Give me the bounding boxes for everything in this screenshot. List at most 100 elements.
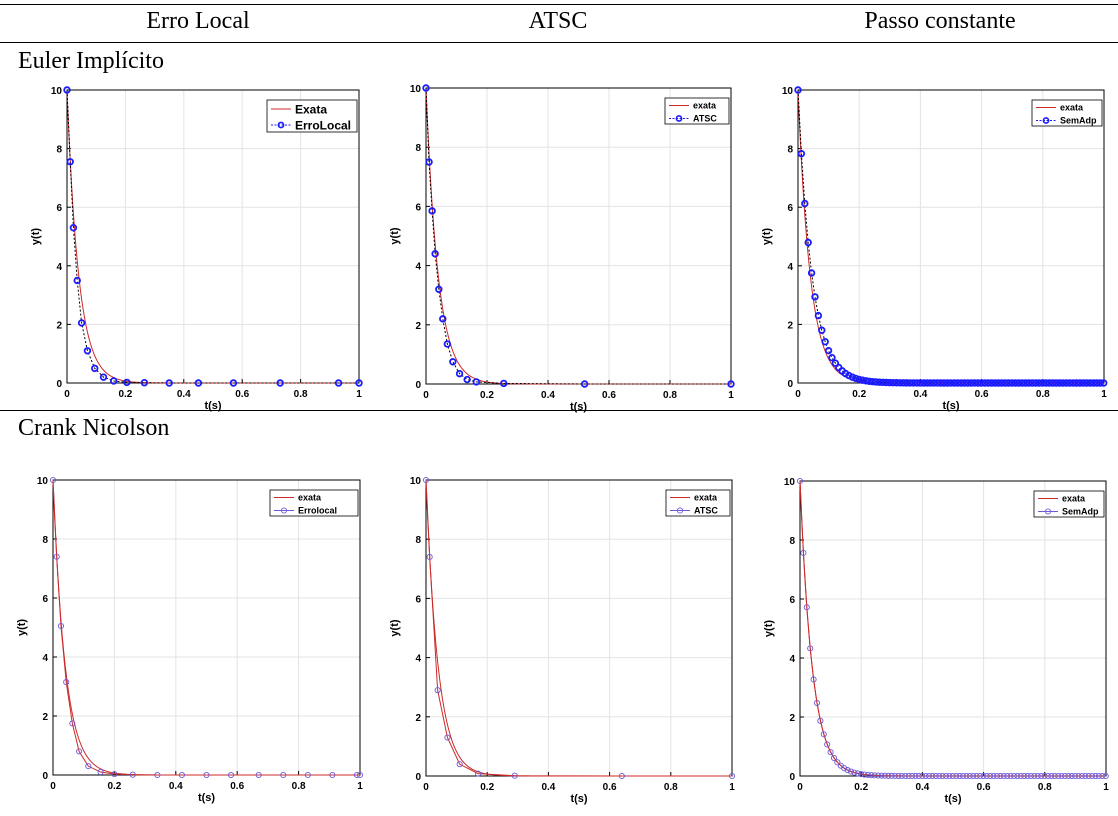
y-tick-label: 8	[415, 535, 421, 546]
legend-label: exata	[1062, 494, 1086, 504]
data-point	[875, 772, 882, 779]
data-point	[1089, 772, 1096, 780]
data-point	[511, 772, 518, 779]
data-point	[73, 276, 81, 285]
legend-series-marker	[676, 507, 684, 514]
numeric-series-line	[66, 89, 359, 384]
data-point	[49, 476, 57, 484]
data-point	[855, 375, 863, 384]
data-point	[861, 771, 868, 778]
plot-area	[800, 481, 1106, 776]
data-point	[807, 269, 816, 277]
x-tick-label: 0.8	[1036, 389, 1050, 400]
data-point	[472, 378, 481, 386]
data-point	[852, 374, 860, 383]
data-point	[1011, 379, 1020, 387]
x-tick-label: 0.6	[977, 782, 991, 793]
x-tick-label: 0.6	[602, 390, 616, 401]
y-tick-label: 4	[415, 654, 421, 665]
data-point	[824, 346, 833, 355]
data-point	[950, 379, 958, 387]
data-point	[896, 379, 904, 387]
legend-box	[665, 489, 731, 517]
y-tick-label: 2	[789, 713, 795, 724]
data-point	[858, 376, 867, 384]
y-tick-label: 10	[37, 476, 49, 487]
column-header-passo-constante: Passo constante	[864, 8, 1016, 34]
data-point	[1044, 772, 1052, 780]
y-tick-label: 8	[789, 536, 795, 547]
x-tick-label: 0	[797, 782, 803, 793]
data-point	[1017, 772, 1024, 780]
row-divider-rule	[0, 410, 1118, 411]
legend-series-marker	[1042, 117, 1050, 124]
data-point	[868, 772, 875, 779]
data-point	[334, 379, 343, 387]
data-point	[909, 772, 916, 780]
data-point	[869, 377, 877, 386]
legend-series-marker	[280, 507, 288, 514]
data-point	[57, 622, 65, 630]
data-point	[1102, 772, 1109, 780]
data-point	[886, 378, 894, 387]
y-tick-label: 10	[410, 476, 422, 487]
data-point	[898, 772, 905, 779]
y-tick-label: 6	[787, 203, 793, 214]
data-point	[1058, 772, 1065, 780]
data-point	[1083, 379, 1091, 387]
plot-area	[798, 90, 1104, 383]
legend-label: Exata	[295, 102, 327, 116]
x-tick-label: 0.2	[118, 389, 132, 400]
data-point	[915, 772, 922, 780]
data-point	[1089, 379, 1098, 387]
data-point	[1032, 379, 1040, 387]
x-tick-label: 0	[795, 389, 801, 400]
data-point	[906, 379, 914, 387]
data-point	[919, 772, 926, 780]
y-tick-label: 2	[415, 713, 421, 724]
data-point	[165, 379, 173, 387]
data-point	[947, 379, 955, 387]
x-tick-label: 1	[728, 390, 734, 401]
data-point	[817, 717, 824, 724]
data-point	[803, 604, 810, 611]
x-tick-label: 0.2	[107, 781, 121, 792]
y-axis-label: y(t)	[389, 227, 401, 244]
data-point	[1031, 772, 1038, 780]
legend-series-marker	[1044, 508, 1052, 515]
x-tick-label: 0.4	[177, 389, 191, 400]
x-tick-label: 0.2	[854, 782, 868, 793]
legend-label: exata	[1060, 103, 1084, 113]
data-point	[940, 379, 948, 387]
data-point	[449, 358, 457, 366]
data-point	[987, 379, 996, 387]
y-tick-label: 0	[415, 772, 421, 783]
data-point	[939, 772, 946, 780]
data-point	[229, 379, 238, 387]
data-point	[841, 765, 848, 772]
y-tick-label: 8	[56, 145, 62, 156]
data-point	[1099, 379, 1108, 387]
data-point	[892, 772, 899, 779]
data-point	[895, 772, 902, 779]
data-point	[976, 772, 984, 780]
data-point	[987, 772, 994, 780]
data-point	[85, 763, 92, 770]
header-rule	[0, 42, 1118, 43]
data-point	[831, 359, 840, 367]
data-point	[977, 379, 986, 387]
data-point	[1059, 379, 1067, 387]
data-point	[1045, 379, 1054, 387]
data-point	[426, 553, 433, 561]
y-axis-label: y(t)	[763, 620, 775, 637]
data-point	[1092, 772, 1099, 780]
data-point	[902, 379, 911, 387]
data-point	[456, 761, 463, 768]
data-point	[902, 772, 909, 779]
data-point	[994, 379, 1003, 387]
data-point	[974, 379, 982, 387]
data-point	[899, 379, 907, 387]
x-tick-label: 1	[356, 389, 362, 400]
data-point	[946, 772, 953, 780]
